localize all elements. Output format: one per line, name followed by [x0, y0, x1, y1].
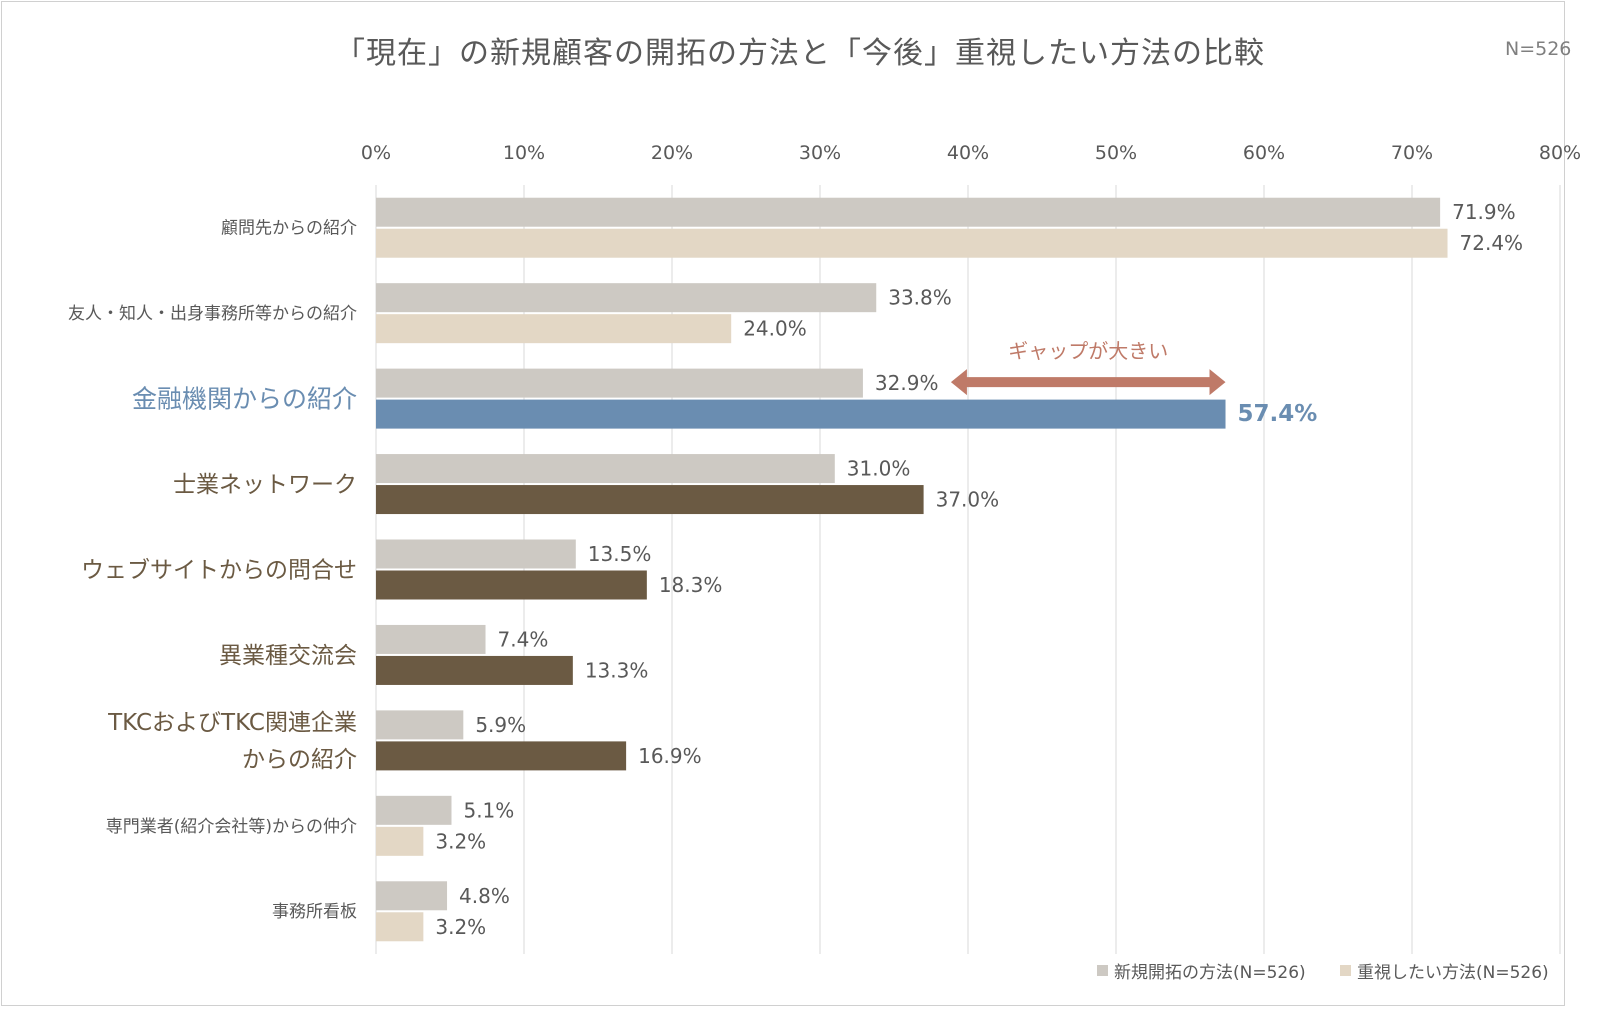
- category-label: 友人・知人・出身事務所等からの紹介: [68, 304, 357, 324]
- x-tick-label: 80%: [1539, 142, 1581, 164]
- bar-future: [376, 570, 647, 600]
- category-label: 金融機関からの紹介: [132, 384, 357, 413]
- bar-future: [376, 912, 424, 942]
- category-label: ウェブサイトからの問合せ: [81, 558, 357, 584]
- category-label: からの紹介: [242, 747, 357, 773]
- bar-current: [376, 283, 877, 313]
- bar-current: [376, 624, 486, 654]
- data-label: 32.9%: [875, 371, 939, 395]
- category-label: 事務所看板: [272, 902, 357, 922]
- bar-current: [376, 795, 452, 825]
- category-label: TKCおよびTKC関連企業: [107, 710, 357, 736]
- x-tick-label: 30%: [799, 142, 841, 164]
- data-label: 18.3%: [659, 573, 723, 597]
- category-label: 異業種交流会: [219, 643, 357, 669]
- bar-current: [376, 197, 1441, 227]
- sample-size-label: N=526: [1505, 38, 1572, 60]
- data-label: 5.9%: [475, 713, 526, 737]
- bar-future: [376, 826, 424, 856]
- legend-swatch-current: [1097, 965, 1108, 976]
- bar-current: [376, 454, 835, 484]
- x-tick-label: 10%: [503, 142, 545, 164]
- bar-future: [376, 655, 573, 685]
- bar-future: [376, 485, 924, 515]
- bar-current: [376, 710, 464, 740]
- category-label: 顧問先からの紹介: [221, 219, 357, 239]
- legend-swatch-future: [1340, 965, 1351, 976]
- data-label: 5.1%: [463, 798, 514, 822]
- data-label: 31.0%: [847, 457, 911, 481]
- x-tick-label: 60%: [1243, 142, 1285, 164]
- legend-label-current: 新規開拓の方法(N=526): [1114, 963, 1306, 983]
- legend-item-future: 重視したい方法(N=526): [1340, 958, 1549, 983]
- data-label: 16.9%: [638, 744, 702, 768]
- data-label: 3.2%: [435, 915, 486, 939]
- category-label: 士業ネットワーク: [173, 472, 357, 498]
- data-label: 37.0%: [936, 488, 1000, 512]
- bar-future: [376, 741, 627, 771]
- bar-current: [376, 539, 576, 569]
- legend-label-future: 重視したい方法(N=526): [1357, 963, 1549, 983]
- data-label: 57.4%: [1238, 401, 1318, 427]
- gap-annotation-label: ギャップが大きい: [1008, 339, 1168, 363]
- gap-arrow: [950, 369, 1226, 396]
- data-label: 3.2%: [435, 829, 486, 853]
- x-tick-label: 50%: [1095, 142, 1137, 164]
- bar-current: [376, 368, 863, 398]
- chart-title: 「現在」の新規顧客の開拓の方法と「今後」重視したい方法の比較: [335, 36, 1265, 71]
- bar-future: [376, 314, 732, 344]
- data-label: 72.4%: [1460, 231, 1524, 255]
- data-label: 4.8%: [459, 884, 510, 908]
- category-label: 専門業者(紹介会社等)からの仲介: [106, 817, 357, 837]
- bar-future: [376, 399, 1226, 429]
- data-label: 71.9%: [1452, 200, 1516, 224]
- data-label: 13.3%: [585, 658, 649, 682]
- x-tick-label: 0%: [361, 142, 391, 164]
- legend-item-current: 新規開拓の方法(N=526): [1097, 958, 1306, 983]
- x-tick-label: 20%: [651, 142, 693, 164]
- x-tick-label: 70%: [1391, 142, 1433, 164]
- data-label: 7.4%: [498, 627, 549, 651]
- bar-current: [376, 881, 448, 911]
- data-label: 13.5%: [588, 542, 652, 566]
- x-tick-label: 40%: [947, 142, 989, 164]
- bar-future: [376, 228, 1448, 258]
- data-label: 24.0%: [743, 317, 807, 341]
- data-label: 33.8%: [888, 286, 952, 310]
